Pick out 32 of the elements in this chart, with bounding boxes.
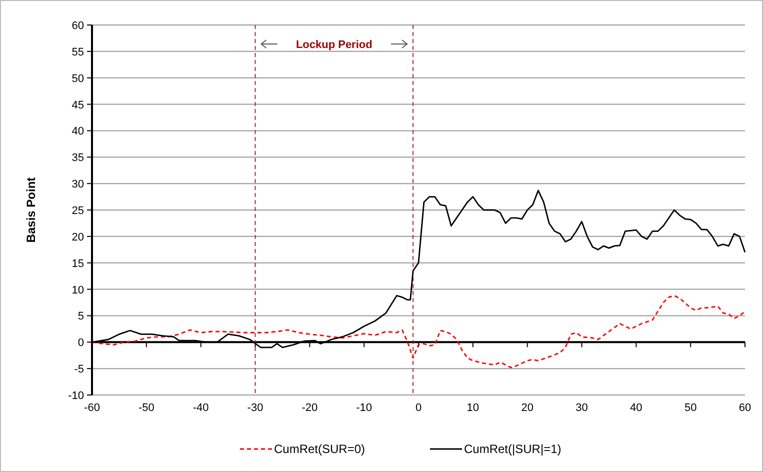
x-tick-label: -50 [138, 402, 154, 414]
legend-label: CumRet(SUR=0) [274, 442, 366, 456]
y-axis-title: Basis Point [24, 177, 38, 243]
x-tick-label: 40 [630, 402, 642, 414]
x-tick-label: 60 [738, 402, 752, 414]
x-tick-label: -30 [247, 402, 264, 414]
y-tick-label: 30 [72, 178, 84, 191]
x-tick-label: 0 [415, 402, 422, 414]
x-tick-label: 20 [521, 402, 534, 414]
y-tick-label: 40 [72, 126, 84, 138]
y-tick-label: 55 [72, 46, 84, 58]
y-tick-label: 45 [72, 99, 84, 112]
y-tick-label: 20 [72, 231, 84, 244]
y-tick-label: 50 [72, 72, 84, 85]
y-tick-label: 60 [72, 20, 84, 32]
annotation: Lockup Period [296, 39, 372, 51]
y-tick-label: 10 [72, 284, 84, 296]
x-tick-label: 50 [684, 402, 697, 414]
x-tick-label: -40 [192, 402, 209, 414]
y-tick-label: 35 [72, 152, 84, 164]
y-tick-label: -10 [68, 390, 84, 402]
y-tick-label: 0 [78, 337, 84, 350]
y-tick-label: 5 [78, 310, 84, 323]
x-tick-label: 30 [576, 402, 588, 414]
y-tick-label: 15 [72, 258, 84, 270]
x-tick-label: -10 [356, 402, 372, 414]
x-tick-label: 10 [466, 402, 480, 414]
y-tick-label: -5 [74, 364, 84, 376]
x-tick-label: -60 [84, 402, 100, 414]
y-tick-label: 25 [72, 205, 84, 217]
x-tick-label: -20 [302, 402, 318, 414]
legend-label: CumRet(|SUR|=1) [464, 442, 562, 456]
